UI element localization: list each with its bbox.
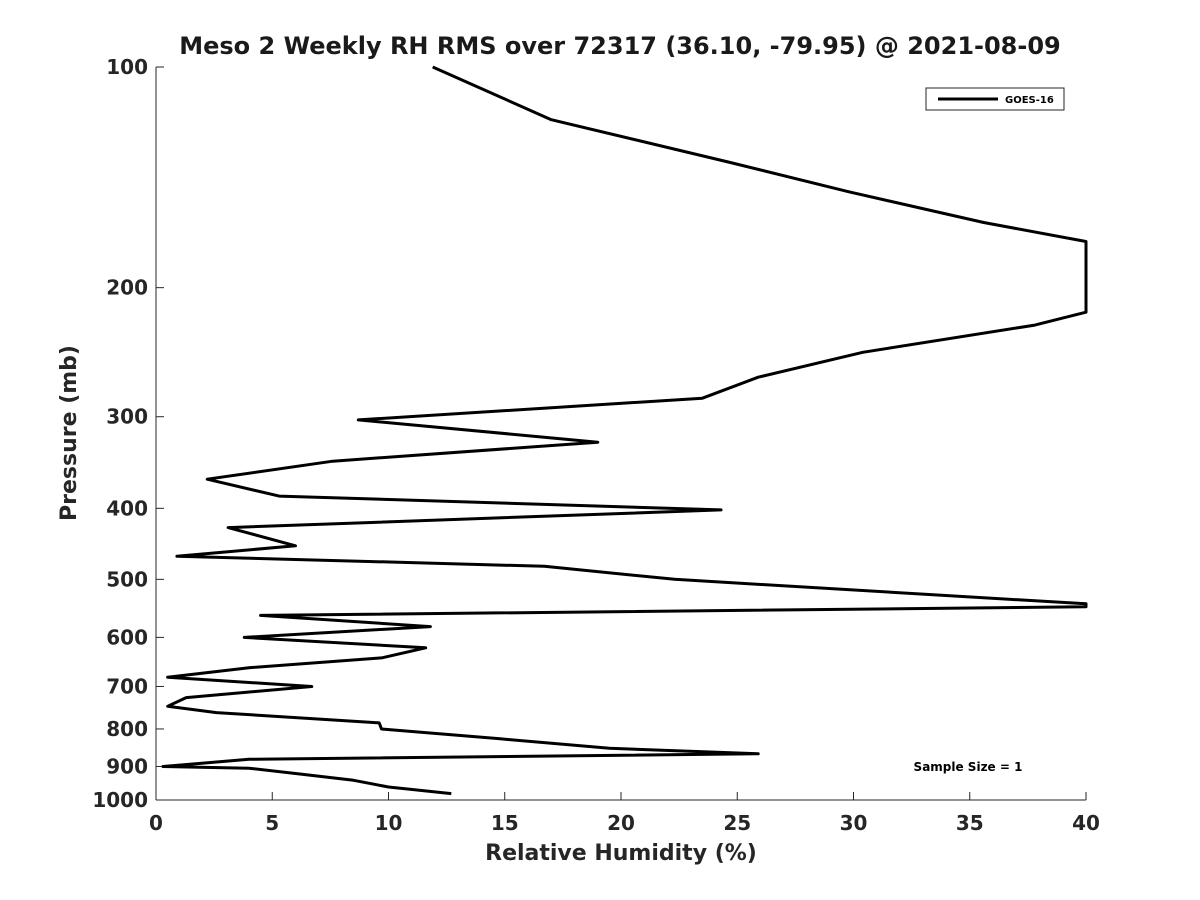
series-lines — [161, 65, 1088, 796]
legend: GOES-16 — [925, 87, 1065, 111]
legend-label-goes-16: GOES-16 — [1005, 95, 1054, 106]
y-tick-label-800: 800 — [106, 717, 148, 741]
x-axis-label: Relative Humidity (%) — [485, 841, 757, 866]
y-tick-label-900: 900 — [106, 754, 148, 778]
y-tick-label-300: 300 — [106, 405, 148, 429]
series-line-goes-16 — [161, 65, 1088, 796]
x-tick-label-30: 30 — [840, 811, 868, 835]
chart-title: Meso 2 Weekly RH RMS over 72317 (36.10, … — [179, 32, 1061, 60]
y-tick-label-400: 400 — [106, 496, 148, 520]
y-tick-label-1000: 1000 — [92, 788, 148, 812]
x-ticks: 0 5 10 15 20 25 30 35 40 — [149, 792, 1100, 835]
y-ticks: 100 200 300 400 500 600 700 800 900 1000 — [92, 55, 164, 812]
x-tick-label-35: 35 — [956, 811, 984, 835]
y-tick-label-100: 100 — [106, 55, 148, 79]
x-tick-label-0: 0 — [149, 811, 163, 835]
x-tick-label-40: 40 — [1072, 811, 1100, 835]
y-tick-label-700: 700 — [106, 674, 148, 698]
x-tick-label-15: 15 — [491, 811, 519, 835]
sample-size-annotation: Sample Size = 1 — [914, 760, 1023, 774]
y-axis-label: Pressure (mb) — [57, 345, 82, 521]
y-tick-label-500: 500 — [106, 567, 148, 591]
x-tick-label-20: 20 — [607, 811, 635, 835]
y-tick-label-200: 200 — [106, 276, 148, 300]
x-tick-label-25: 25 — [723, 811, 751, 835]
x-tick-label-5: 5 — [265, 811, 279, 835]
y-tick-label-600: 600 — [106, 625, 148, 649]
x-tick-label-10: 10 — [375, 811, 403, 835]
